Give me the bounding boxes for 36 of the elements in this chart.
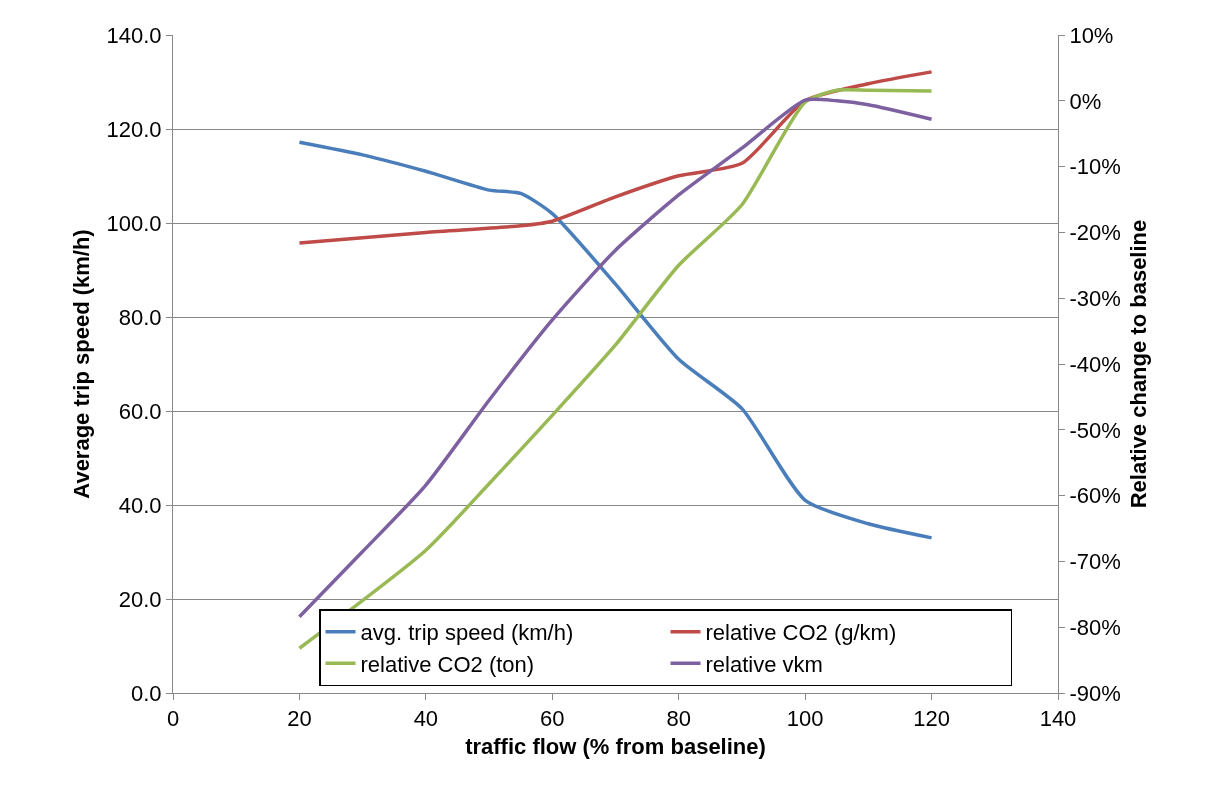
y2-tick-label: -30%: [1069, 285, 1121, 311]
y-tick-label: 100.0: [106, 210, 162, 236]
y2-tick-label: 10%: [1069, 22, 1114, 48]
x-axis-title: traffic flow (% from baseline): [465, 734, 766, 760]
y-tick-label: 0.0: [131, 680, 162, 706]
legend-label: relative CO2 (g/km): [705, 620, 897, 646]
y2-tick-label: -50%: [1069, 417, 1121, 443]
y2-tick-label: -20%: [1069, 220, 1121, 246]
y2-tick-label: -80%: [1069, 614, 1121, 640]
y2-tick-label: -10%: [1069, 154, 1121, 180]
y-tick-label: 120.0: [106, 116, 162, 142]
y2-axis-title: Relative change to baseline: [1125, 219, 1151, 509]
line-series: [297, 70, 934, 245]
x-tick-label: 0: [166, 706, 180, 732]
legend-label: relative CO2 (ton): [360, 651, 535, 677]
y-tick-label: 20.0: [118, 586, 162, 612]
x-tick-label: 140: [1039, 706, 1077, 732]
x-tick-label: 60: [540, 706, 565, 732]
y-tick-label: 40.0: [118, 492, 162, 518]
line-series: [297, 140, 934, 540]
legend-label: relative vkm: [705, 651, 823, 677]
legend-label: avg. trip speed (km/h): [360, 620, 574, 646]
x-tick-label: 80: [666, 706, 691, 732]
y-tick-label: 60.0: [118, 398, 162, 424]
x-tick-label: 20: [287, 706, 312, 732]
x-tick-label: 120: [913, 706, 950, 732]
y-tick-label: 80.0: [118, 304, 162, 330]
y-axis-title: Average trip speed (km/h): [69, 229, 95, 499]
y2-tick-label: -40%: [1069, 351, 1121, 377]
y2-tick-label: -60%: [1069, 483, 1121, 509]
x-tick-label: 100: [786, 706, 824, 732]
y2-tick-label: 0%: [1069, 88, 1102, 114]
y-tick-label: 140.0: [106, 22, 162, 48]
x-tick-label: 40: [413, 706, 439, 732]
y2-tick-label: -70%: [1069, 549, 1121, 575]
y2-tick-label: -90%: [1069, 680, 1121, 706]
